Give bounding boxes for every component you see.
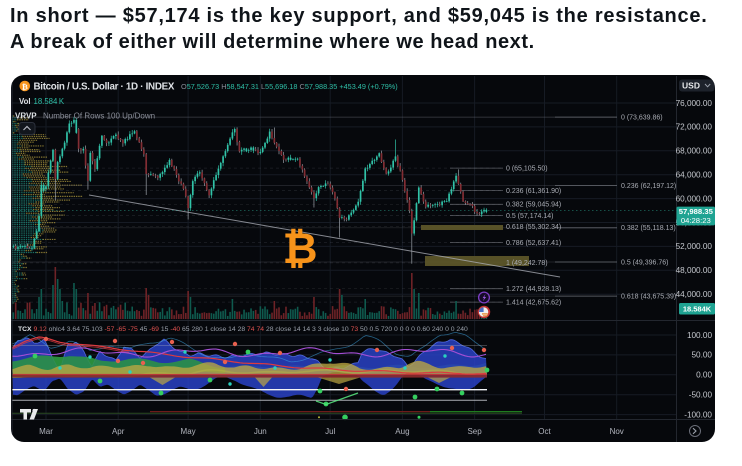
- svg-text:72,000.00: 72,000.00: [676, 123, 713, 132]
- svg-text:0.618 (43,675.39): 0.618 (43,675.39): [621, 293, 676, 300]
- svg-text:Nov: Nov: [610, 427, 624, 436]
- svg-text:A break of either will determi: A break of either will determine where w…: [10, 31, 535, 53]
- svg-text:TCX 9.12 ohlc4 3.64 75.103 -57: TCX 9.12 ohlc4 3.64 75.103 -57 -65 -75 4…: [18, 326, 468, 333]
- svg-text:0.236 (62,197.12): 0.236 (62,197.12): [621, 183, 676, 190]
- svg-text:76,000.00: 76,000.00: [676, 99, 713, 108]
- svg-text:USD: USD: [682, 81, 700, 91]
- svg-text:44,000.00: 44,000.00: [676, 290, 713, 299]
- svg-text:1.414 (42,675.62): 1.414 (42,675.62): [506, 299, 561, 306]
- svg-text:18.584K: 18.584K: [683, 305, 712, 314]
- svg-text:64,000.00: 64,000.00: [676, 171, 713, 180]
- svg-text:Number Of Rows 100 Up/Down: Number Of Rows 100 Up/Down: [43, 112, 155, 121]
- svg-text:In short — $57,174 is the key: In short — $57,174 is the key support, a…: [10, 5, 708, 27]
- svg-text:52,000.00: 52,000.00: [676, 242, 713, 251]
- svg-text:Oct: Oct: [538, 427, 551, 436]
- svg-text:Vol: Vol: [19, 97, 31, 106]
- svg-text:57,988.35: 57,988.35: [679, 207, 714, 216]
- svg-text:0.5 (57,174.14): 0.5 (57,174.14): [506, 213, 553, 220]
- svg-text:0.5 (49,396.76): 0.5 (49,396.76): [621, 259, 668, 266]
- svg-text:-50.00: -50.00: [689, 391, 713, 400]
- svg-text:0.382 (59,045.94): 0.382 (59,045.94): [506, 202, 561, 209]
- svg-text:68,000.00: 68,000.00: [676, 147, 713, 156]
- svg-text:Sep: Sep: [467, 427, 482, 436]
- svg-text:O57,526.73 H58,547.31 L55,696.: O57,526.73 H58,547.31 L55,696.18 C57,988…: [181, 82, 398, 91]
- svg-text:18.584 K: 18.584 K: [34, 97, 65, 106]
- svg-text:Bitcoin / U.S. Dollar · 1D · I: Bitcoin / U.S. Dollar · 1D · INDEX: [34, 81, 175, 92]
- svg-text:₿: ₿: [282, 225, 317, 273]
- svg-text:48,000.00: 48,000.00: [676, 266, 713, 275]
- svg-text:0.618 (55,302.34): 0.618 (55,302.34): [506, 224, 561, 231]
- svg-text:Apr: Apr: [112, 427, 125, 436]
- svg-text:1.272 (44,928.13): 1.272 (44,928.13): [506, 286, 561, 293]
- svg-text:Jun: Jun: [254, 427, 267, 436]
- svg-text:Jul: Jul: [325, 427, 335, 436]
- svg-text:100.00: 100.00: [687, 331, 712, 340]
- svg-text:0.382 (55,118.13): 0.382 (55,118.13): [621, 225, 676, 232]
- svg-text:0 (65,105.50): 0 (65,105.50): [506, 165, 548, 172]
- svg-text:1 (49,242.78): 1 (49,242.78): [506, 260, 548, 267]
- svg-text:0.236 (61,361.90): 0.236 (61,361.90): [506, 188, 561, 195]
- svg-text:₿: ₿: [22, 82, 28, 91]
- svg-text:0 (73,639.86): 0 (73,639.86): [621, 114, 663, 121]
- svg-text:0.00: 0.00: [696, 371, 712, 380]
- svg-text:0.786 (52,637.41): 0.786 (52,637.41): [506, 240, 561, 247]
- svg-text:VRVP: VRVP: [15, 112, 37, 121]
- svg-text:Aug: Aug: [395, 427, 409, 436]
- svg-text:May: May: [181, 427, 196, 436]
- svg-text:-100.00: -100.00: [684, 410, 712, 419]
- svg-text:50.00: 50.00: [692, 351, 713, 360]
- svg-text:04:28:23: 04:28:23: [681, 216, 711, 225]
- svg-text:60,000.00: 60,000.00: [676, 194, 713, 203]
- svg-text:Mar: Mar: [39, 427, 53, 436]
